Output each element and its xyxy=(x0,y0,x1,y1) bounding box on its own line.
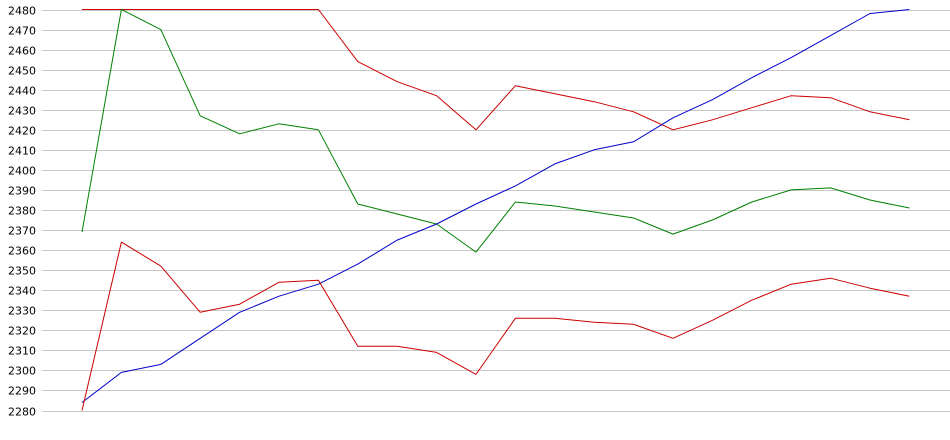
y-tick-label: 2450 xyxy=(8,65,36,78)
y-axis-tick-labels: 2280 2290 2300 2310 2320 2330 2340 2350 2360 2370… xyxy=(8,5,36,419)
y-tick-label: 2340 xyxy=(8,285,36,298)
y-tick-label: 2330 xyxy=(8,305,36,318)
y-tick-label: 2410 xyxy=(8,145,36,158)
y-tick-label: 2420 xyxy=(8,125,36,138)
series-lines xyxy=(81,9,910,411)
y-tick-label: 2440 xyxy=(8,85,36,98)
grid-lines xyxy=(42,10,950,412)
y-tick-label: 2310 xyxy=(8,345,36,358)
y-tick-label: 2370 xyxy=(8,225,36,238)
y-tick-label: 2350 xyxy=(8,265,36,278)
y-tick-label: 2360 xyxy=(8,245,36,258)
y-tick-label: 2290 xyxy=(8,385,36,398)
y-tick-label: 2300 xyxy=(8,365,36,378)
y-tick-label: 2320 xyxy=(8,325,36,338)
y-tick-label: 2470 xyxy=(8,25,36,38)
y-tick-label: 2380 xyxy=(8,205,36,218)
series-line-3 xyxy=(81,9,910,403)
y-tick-label: 2390 xyxy=(8,185,36,198)
y-tick-label: 2460 xyxy=(8,45,36,58)
y-tick-label: 2400 xyxy=(8,165,36,178)
series-line-1 xyxy=(82,9,910,131)
y-tick-label: 2430 xyxy=(8,105,36,118)
y-tick-label: 2280 xyxy=(8,406,36,419)
series-line-2 xyxy=(81,9,910,253)
series-line-4 xyxy=(81,241,910,411)
y-tick-label: 2480 xyxy=(8,5,36,18)
